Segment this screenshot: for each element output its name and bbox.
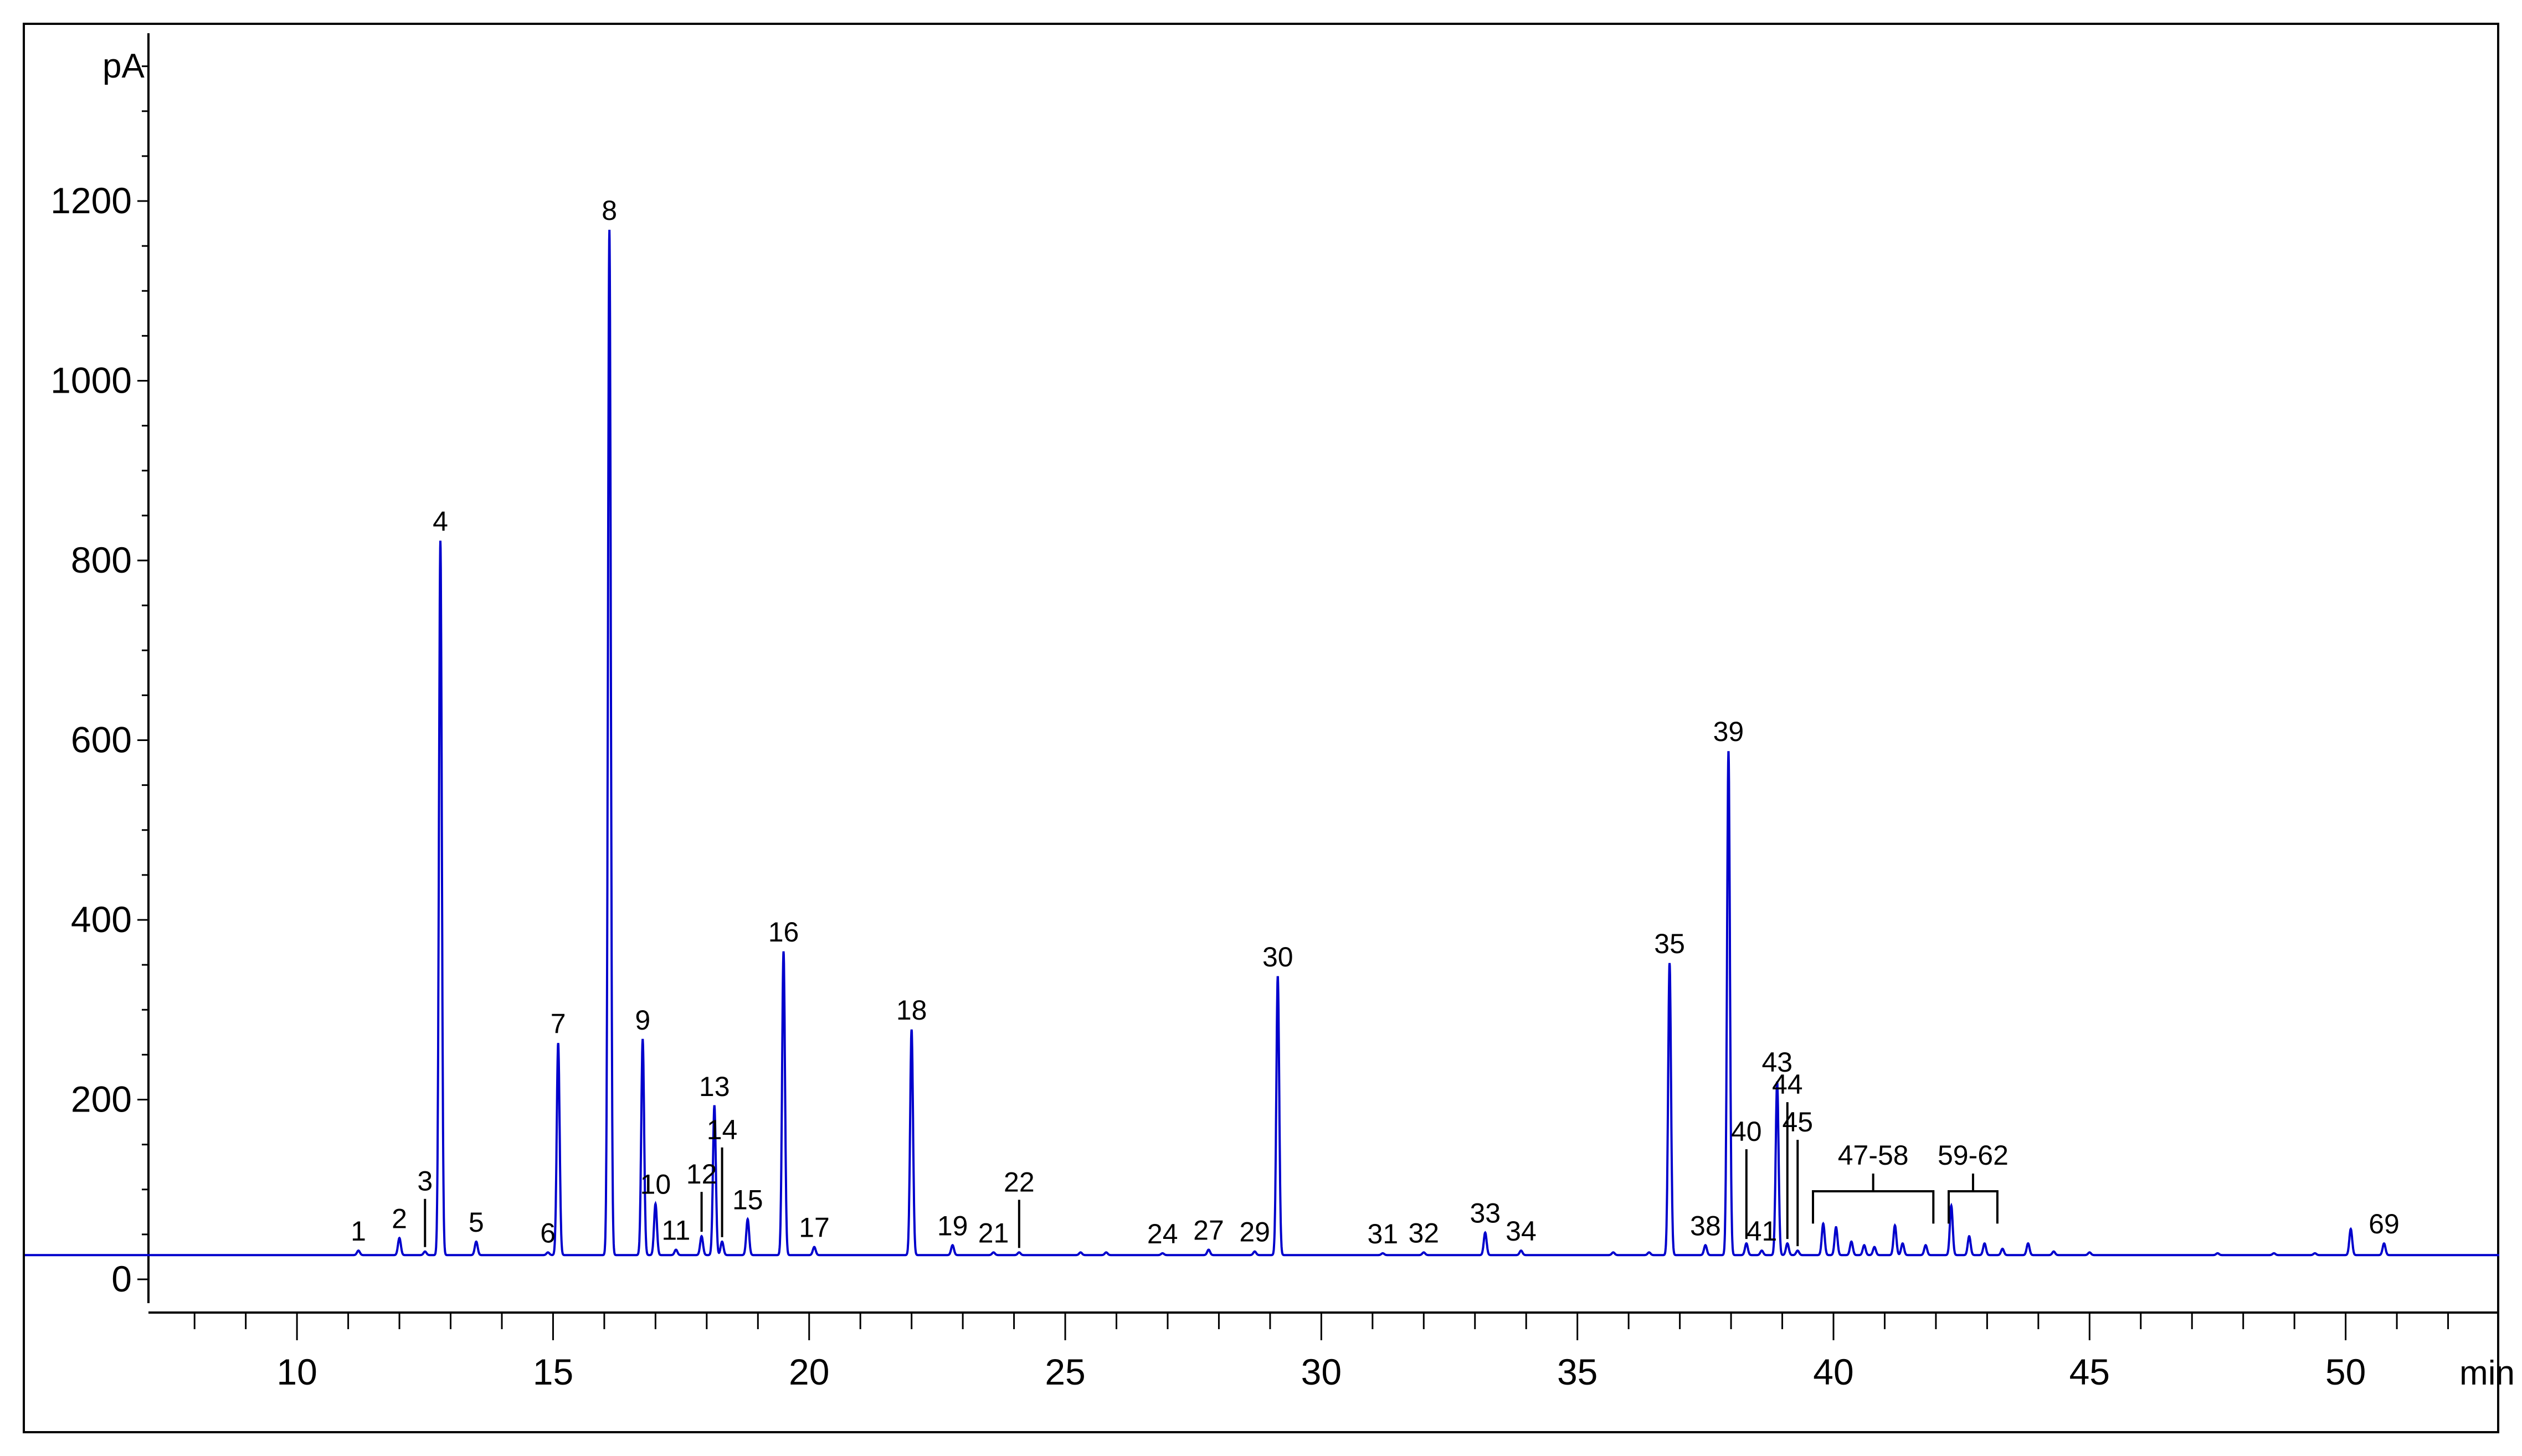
peak-label-41: 41 [1747,1216,1778,1247]
chart-frame [23,23,2499,1433]
peak-label-22: 22 [1004,1166,1035,1197]
x-tick-label: 40 [1813,1351,1853,1392]
peak-label-24: 24 [1147,1218,1178,1249]
x-tick-label: 15 [533,1351,573,1392]
y-tick-label: 1000 [50,360,132,401]
peak-label-18: 18 [896,995,927,1026]
y-tick-label: 800 [71,539,132,580]
peak-label-29: 29 [1239,1217,1270,1248]
y-tick-label: 0 [111,1258,132,1299]
peak-label-9: 9 [635,1005,650,1036]
x-tick-label: 30 [1301,1351,1342,1392]
peak-label-2: 2 [392,1203,407,1234]
peak-label-14: 14 [707,1114,738,1145]
peak-label-3: 3 [417,1166,433,1197]
peak-label-34: 34 [1506,1216,1537,1247]
peak-label-69: 69 [2369,1208,2400,1239]
peak-label-31: 31 [1368,1218,1399,1249]
peak-label-4: 4 [433,506,448,537]
y-tick-label: 1200 [50,180,132,221]
peak-label-12: 12 [686,1159,717,1190]
peak-label-27: 27 [1193,1215,1224,1246]
peak-label-1: 1 [351,1216,366,1247]
peak-label-16: 16 [768,917,799,948]
x-tick-label: 45 [2069,1351,2110,1392]
peak-label-19: 19 [937,1210,968,1241]
y-tick-label: 600 [71,719,132,760]
y-unit-label: pA [102,47,145,85]
x-tick-label: 20 [789,1351,829,1392]
y-tick-label: 200 [71,1079,132,1120]
peak-label-17: 17 [799,1212,830,1243]
peak-label-21: 21 [978,1217,1009,1248]
peak-label-45: 45 [1782,1107,1813,1138]
x-tick-label: 35 [1557,1351,1598,1392]
chromatogram-trace [25,229,2499,1257]
peak-label-33: 33 [1470,1198,1501,1229]
peak-label-32: 32 [1408,1217,1439,1248]
bracket-59-62 [1948,1190,1999,1224]
bracket-47-58 [1812,1190,1935,1224]
chromatogram-line [148,229,2499,1257]
peak-label-30: 30 [1262,941,1293,973]
x-tick-label: 25 [1045,1351,1085,1392]
peak-label-40: 40 [1731,1116,1762,1147]
bracket-label-47-58: 47-58 [1838,1140,1909,1171]
y-tick-label: 400 [71,899,132,940]
peak-label-13: 13 [699,1071,730,1102]
peak-label-43: 43 [1761,1047,1792,1078]
peak-label-7: 7 [551,1008,566,1039]
x-tick-label: 10 [276,1351,317,1392]
peak-label-5: 5 [469,1207,484,1238]
x-unit-label: min [2459,1354,2515,1392]
x-tick-label: 50 [2325,1351,2366,1392]
peak-label-6: 6 [540,1217,556,1248]
peak-label-11: 11 [661,1215,690,1246]
peak-label-38: 38 [1690,1210,1721,1241]
peak-label-39: 39 [1713,716,1744,747]
peak-label-15: 15 [732,1184,763,1215]
peak-label-8: 8 [602,195,617,226]
bracket-label-59-62: 59-62 [1938,1140,2009,1171]
peak-label-44: 44 [1772,1069,1803,1100]
peak-label-10: 10 [640,1169,671,1200]
peak-label-35: 35 [1654,928,1685,959]
